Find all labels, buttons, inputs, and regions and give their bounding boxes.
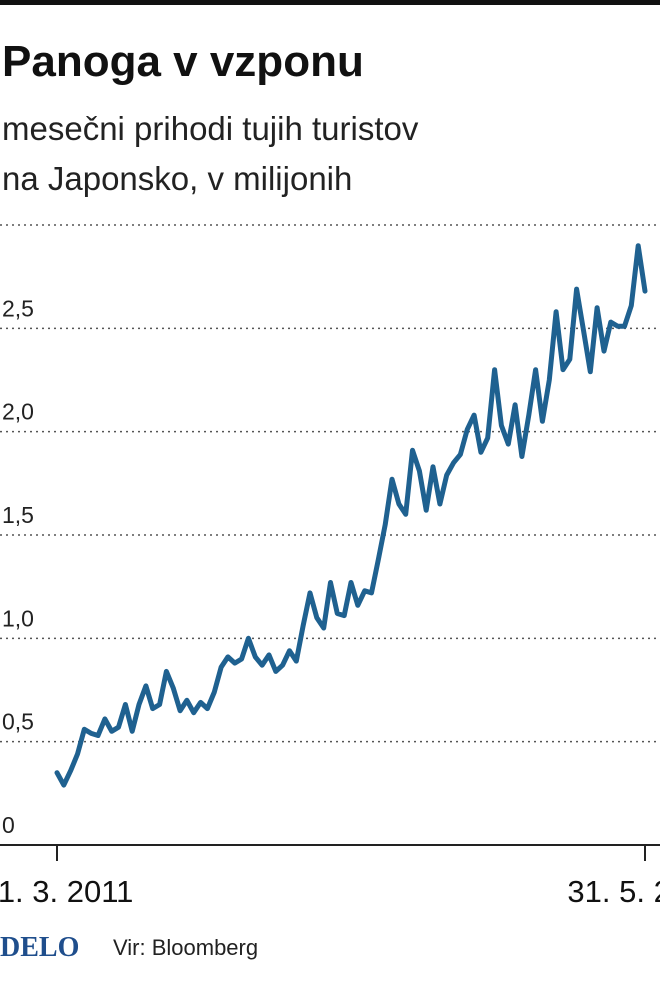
x-tick-label: 31. 3. 2011 <box>0 874 133 909</box>
x-tick-label: 31. 5. 2018 <box>567 874 660 909</box>
chart-subtitle: na Japonsko, v milijonih <box>2 160 352 197</box>
data-line <box>54 243 648 788</box>
y-tick-label: 2,0 <box>2 399 34 425</box>
y-tick-label: 2,5 <box>2 295 34 321</box>
chart-subtitle: mesečni prihodi tujih turistov <box>2 110 419 147</box>
brand: DELO <box>0 932 79 963</box>
y-tick-label: 0 <box>2 812 15 838</box>
y-tick-label: 1,5 <box>2 502 34 528</box>
chart-title: Panoga v vzponu <box>2 37 364 86</box>
y-tick-label: 0,5 <box>2 709 34 735</box>
y-tick-label: 1,0 <box>2 605 34 631</box>
top-rule <box>0 0 660 5</box>
source: Vir: Bloomberg <box>113 935 258 960</box>
